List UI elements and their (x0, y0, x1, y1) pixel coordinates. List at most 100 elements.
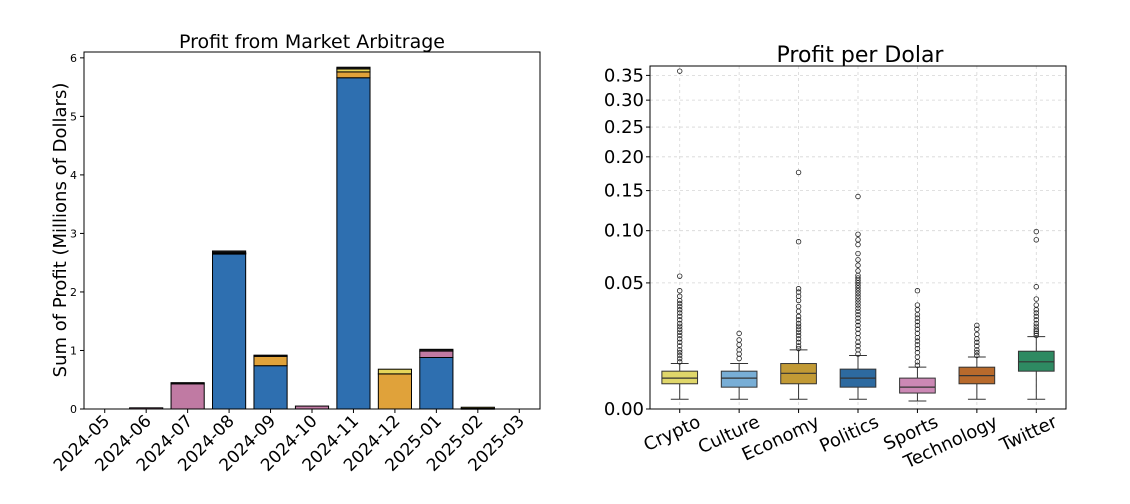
box-politics-outlier (855, 285, 861, 291)
box-politics-outlier (855, 262, 861, 268)
right-y-tick-label: 0.15 (604, 181, 644, 202)
bar-2024-12-crypto (377, 368, 412, 375)
left-plot-frame (83, 51, 541, 410)
box-crypto-outlier (677, 347, 683, 353)
box-politics-outlier (855, 302, 861, 308)
box-sports-outlier (914, 302, 921, 308)
box-sports-outlier (914, 338, 921, 344)
box-plot-chart: 0.000.050.100.150.200.250.300.35 CryptoC… (604, 43, 1067, 474)
bar-2024-07-sports (170, 383, 205, 410)
box-economy-outlier (795, 293, 802, 299)
box-politics-outlier (855, 318, 861, 325)
bar-2024-12-economy (377, 373, 412, 410)
box-crypto-outlier (677, 326, 683, 332)
box-technology-outlier (974, 339, 980, 345)
box-technology-outlier (974, 352, 980, 359)
left-y-tick-label: 3 (70, 227, 77, 240)
box-economy-outlier (795, 339, 802, 345)
box-culture-outlier (736, 347, 742, 353)
box-economy-outlier (795, 326, 802, 332)
box-economy-outlier (795, 169, 802, 176)
box-twitter (1017, 350, 1055, 372)
box-crypto-outlier (677, 310, 683, 316)
box-crypto-outlier (677, 288, 683, 294)
right-x-tick-label: Crypto (640, 411, 703, 455)
box-culture (720, 370, 758, 388)
box-sports-outlier (914, 349, 921, 356)
box-crypto-outlier (677, 352, 683, 359)
box-sports-outlier (914, 288, 921, 294)
box-twitter-outlier (1033, 326, 1039, 332)
bar-2025-01-other (419, 348, 454, 352)
box-crypto (661, 370, 699, 385)
left-y-tick-label: 0 (70, 403, 77, 416)
box-politics-outlier (855, 268, 861, 274)
box-sports (899, 377, 936, 394)
box-twitter-outlier (1033, 310, 1039, 316)
box-twitter-outlier (1033, 313, 1039, 320)
bar-2025-01-sports (419, 350, 454, 358)
box-technology-outlier (974, 347, 980, 353)
box-economy-outlier (795, 289, 802, 295)
right-y-tick-label: 0.25 (604, 117, 644, 138)
box-economy-outlier (795, 343, 802, 349)
box-politics-outlier (855, 237, 861, 243)
box-crypto-outlier (677, 355, 683, 362)
bar-2024-11-other (336, 66, 371, 70)
box-crypto-outlier (677, 332, 683, 339)
box-politics-outlier (855, 351, 861, 357)
box-crypto-outlier (677, 300, 683, 307)
box-crypto-outlier (677, 320, 683, 327)
left-y-tick-label: 1 (70, 344, 77, 357)
right-y-tick-label: 0.10 (604, 221, 644, 242)
box-economy-outlier (795, 336, 802, 342)
box-crypto-outlier (677, 313, 683, 320)
left-chart-title: Profit from Market Arbitrage (179, 31, 445, 53)
box-economy-outlier (795, 329, 802, 335)
box-politics-outlier (855, 250, 861, 257)
bar-2025-02-crypto (460, 406, 495, 409)
box-crypto-outlier (677, 329, 683, 335)
bar-2024-11-politics (336, 77, 371, 410)
box-sports-outlier (914, 342, 921, 348)
box-economy-outlier (795, 320, 802, 327)
box-politics-outlier (855, 231, 861, 237)
box-politics-outlier (855, 257, 861, 263)
box-culture-outlier (736, 337, 742, 343)
right-y-tick-label: 0.30 (604, 90, 644, 111)
box-politics-outlier (855, 299, 861, 305)
left-y-axis-label: Sum of Profit (Millions of Dollars) (50, 83, 71, 378)
box-economy-outlier (795, 317, 802, 323)
box-politics-outlier (855, 311, 861, 318)
box-economy-outlier (795, 332, 802, 339)
box-politics-outlier (855, 305, 861, 311)
right-x-tick-label: Twitter (996, 411, 1061, 456)
box-technology-outlier (974, 349, 980, 356)
left-y-tick-label: 6 (70, 52, 77, 65)
box-technology-outlier (974, 343, 980, 349)
box-economy-outlier (795, 345, 802, 352)
box-twitter-outlier (1033, 284, 1039, 290)
box-politics-outlier (855, 330, 861, 337)
box-crypto-outlier (677, 359, 683, 365)
box-crypto-outlier (677, 68, 683, 74)
right-chart-title: Profit per Dolar (777, 43, 945, 68)
box-crypto-outlier (677, 349, 683, 356)
box-crypto-outlier (677, 343, 683, 349)
box-sports-outlier (914, 330, 921, 337)
bar-2025-01-politics (419, 357, 454, 410)
box-crypto-outlier (677, 317, 683, 323)
box-politics-outlier (855, 343, 861, 349)
right-y-tick-label: 0.00 (604, 399, 644, 420)
box-economy-outlier (795, 239, 802, 245)
box-twitter-outlier (1033, 237, 1039, 243)
box-politics-outlier (855, 193, 861, 200)
box-politics-outlier (855, 290, 861, 297)
box-crypto-outlier (677, 336, 683, 342)
box-twitter-outlier (1033, 296, 1039, 302)
box-crypto-outlier (677, 339, 683, 345)
box-twitter-outlier (1033, 317, 1039, 323)
box-economy-outlier (795, 303, 802, 310)
